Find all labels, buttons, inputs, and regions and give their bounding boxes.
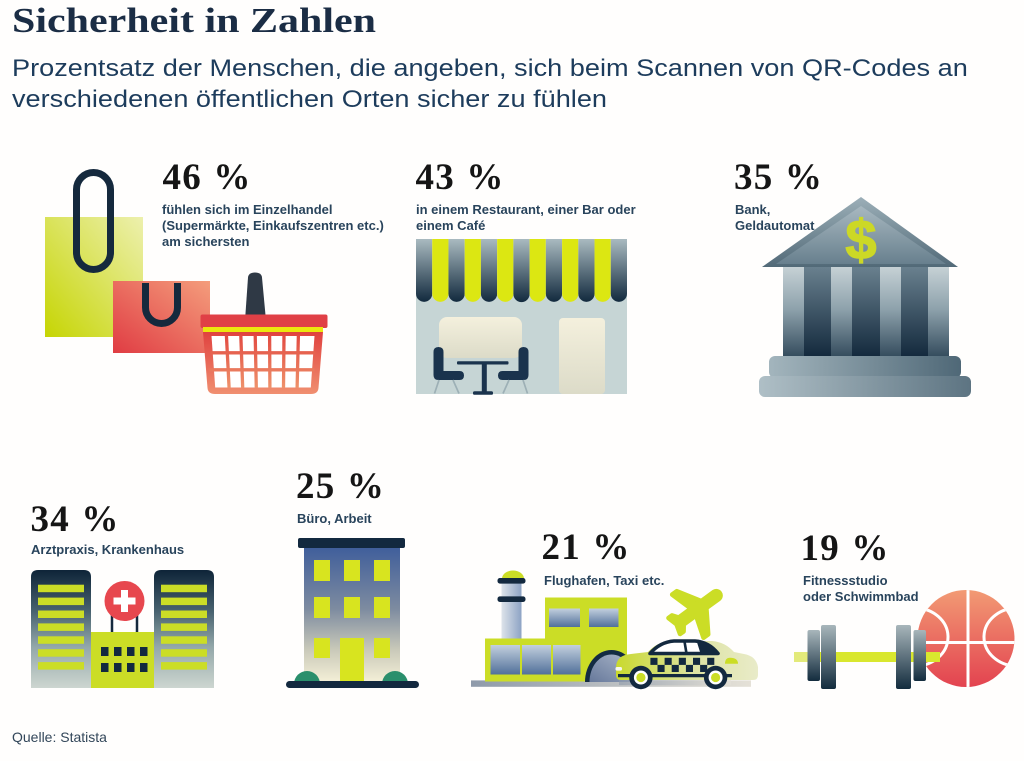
svg-text:$: $ xyxy=(845,208,876,271)
